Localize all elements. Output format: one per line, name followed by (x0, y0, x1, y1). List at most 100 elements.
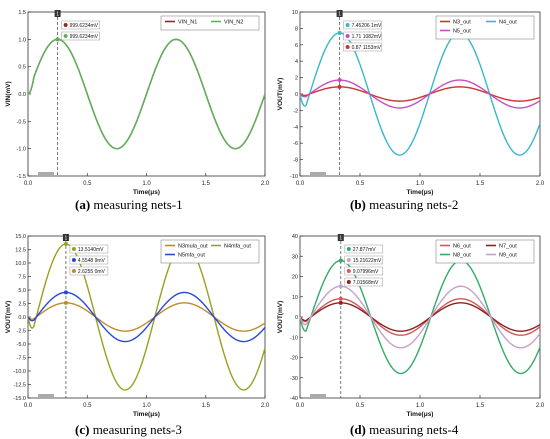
y-tick-label: -2 (293, 108, 298, 114)
y-tick-label: 15.0 (15, 234, 26, 240)
annotation-swatch (346, 247, 351, 251)
cursor-marker-label: 1 (56, 12, 59, 18)
series-line-n3-out (299, 86, 541, 102)
annotation-label: 0.87 1153mV (352, 45, 382, 51)
x-tick-label: 1.0 (416, 403, 425, 409)
caption-c: (c) measuring nets-3 (75, 422, 182, 437)
caption-a: (a) measuring nets-1 (75, 197, 183, 212)
x-tick-label: 0.0 (296, 181, 305, 187)
time-bar (38, 394, 54, 398)
annotation-box (69, 244, 109, 254)
annotation-label: 27.877mV (353, 247, 376, 253)
annotation-swatch (63, 23, 68, 27)
legend-label: N9_out (499, 253, 517, 259)
annotation-swatch (71, 269, 76, 273)
annotation-box (344, 266, 384, 276)
x-tick-label: 1.5 (202, 181, 211, 187)
y-tick-label: -20 (290, 356, 298, 362)
annotation-swatch (346, 269, 351, 273)
legend-label: N3_out (453, 20, 471, 26)
legend-label: N6_out (453, 244, 471, 250)
caption-c-text: measuring nets-3 (89, 422, 181, 437)
annotation-label: 7.45206 1mV (352, 23, 382, 29)
x-tick-label: 1.5 (476, 181, 485, 187)
x-axis-label: Time(μs) (407, 411, 434, 418)
annotation-swatch (346, 280, 351, 284)
series-line-n5-out (299, 79, 541, 109)
x-tick-label: 2.0 (261, 181, 270, 187)
x-tick-label: 1.0 (142, 181, 151, 187)
caption-d-label: (d) (350, 422, 366, 437)
cursor-marker-label: 1 (339, 236, 342, 242)
annotation-swatch (346, 258, 351, 262)
legend-label: N7_out (499, 244, 517, 250)
annotation-box (344, 244, 384, 254)
y-tick-label: -6 (293, 141, 298, 147)
annotation-label: 15.21622mV (353, 258, 382, 264)
y-tick-label: 0 (295, 92, 298, 98)
y-tick-label: 2.5 (18, 302, 26, 308)
x-tick-label: 2.0 (536, 181, 545, 187)
annotation-box (344, 255, 384, 265)
annotation-box (69, 255, 109, 265)
legend-label: VIN_N1 (178, 20, 197, 26)
cursor-marker (337, 234, 344, 241)
annotation-label: 999.6234mV (70, 23, 99, 29)
caption-d-text: measuring nets-4 (366, 422, 459, 437)
annotation-point (337, 77, 342, 82)
series-line-n4mfa-out (27, 243, 266, 391)
y-tick-label: -10 (290, 335, 298, 341)
y-tick-label: 5.0 (18, 288, 26, 294)
x-tick-label: 2.0 (261, 403, 270, 409)
annotation-label: 1.71 1082mV (352, 34, 382, 40)
chart-panel-a: 0.0 0.5 1.0 1.5 2.0 -1.5 -1.0 -0.5 0.0 0.5 1.0 1.5 T… (5, 10, 270, 196)
chart-panel-d: 0.0 0.5 1.0 1.5 2.0 -40 -30 -20 -10 0 10 20 30 40 Time… (277, 234, 545, 418)
annotation-swatch (345, 23, 350, 27)
annotation-box (343, 42, 382, 52)
annotation-box (61, 20, 100, 30)
y-tick-label: 10 (292, 295, 298, 301)
annotation-point (55, 37, 60, 42)
y-tick-label: 0.0 (18, 92, 26, 98)
y-tick-label: -10.0 (13, 369, 26, 375)
x-tick-label: 0.0 (24, 181, 33, 187)
y-tick-label: -12.5 (13, 383, 26, 389)
y-tick-label: 20 (292, 275, 298, 281)
y-tick-label: 40 (292, 234, 298, 240)
x-tick-label: 1.0 (142, 403, 151, 409)
y-tick-label: 1.5 (18, 10, 26, 16)
time-bar (310, 394, 326, 398)
legend (160, 15, 260, 31)
caption-b: (b) measuring nets-2 (350, 197, 458, 212)
y-tick-label: 4 (295, 59, 298, 65)
y-tick-label: 0.0 (18, 315, 26, 321)
annotation-label: 999.6234mV (70, 34, 99, 40)
y-axis-label: VOUT(mV) (277, 78, 284, 111)
chart-panel-c: 0.0 0.5 1.0 1.5 2.0 -15.0 -12.5 -10.0 -7.5 -5.0 -2… (5, 234, 270, 418)
annotation-point (337, 30, 342, 35)
annotation-point (338, 296, 343, 301)
cursor-marker (62, 234, 69, 241)
y-tick-label: 10 (292, 10, 298, 16)
x-tick-label: 0.5 (356, 403, 365, 409)
x-tick-label: 1.5 (202, 403, 211, 409)
annotation-point (63, 242, 68, 247)
x-tick-label: 0.0 (296, 403, 305, 409)
annotation-label: 4.5548 9mV (78, 258, 106, 264)
y-tick-label: -15.0 (13, 396, 26, 402)
y-tick-label: -10 (290, 174, 298, 180)
annotation-box (343, 20, 382, 30)
y-tick-label: -1.0 (17, 147, 26, 153)
annotation-swatch (345, 45, 350, 49)
y-tick-label: -4 (293, 125, 298, 131)
y-axis-label: VIN(mV) (5, 81, 12, 106)
annotation-label: 9.07996mV (353, 269, 379, 275)
legend-label: N4mfa_out (224, 244, 251, 250)
y-tick-label: 0 (295, 315, 298, 321)
caption-b-text: measuring nets-2 (366, 197, 458, 212)
y-tick-label: -30 (290, 376, 298, 382)
cursor-marker-label: 1 (65, 236, 68, 242)
annotation-swatch (345, 34, 350, 38)
legend-label: N8_out (453, 253, 471, 259)
